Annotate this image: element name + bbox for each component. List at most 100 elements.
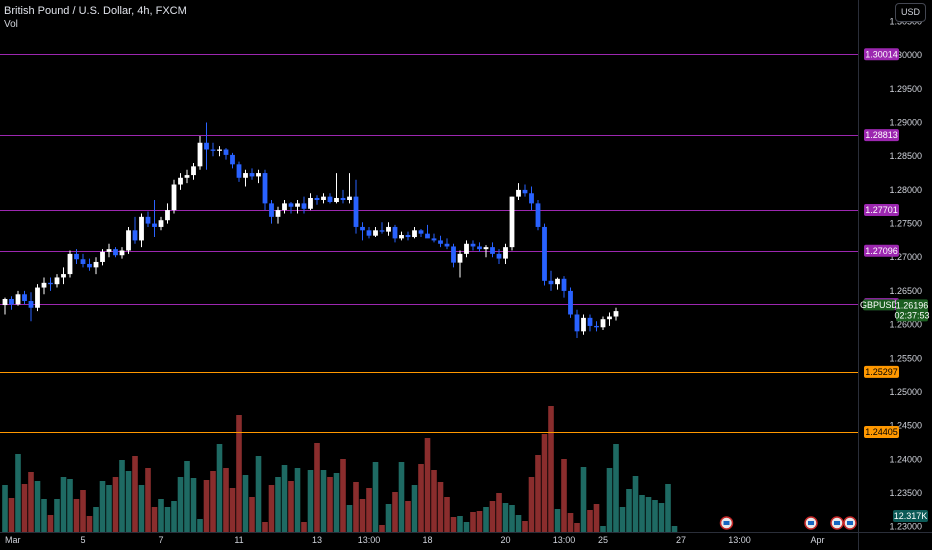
candle-body xyxy=(483,247,489,250)
candle-body xyxy=(594,325,599,328)
candle-body xyxy=(574,314,580,332)
volume-bar xyxy=(548,406,554,532)
volume-bar xyxy=(359,499,366,532)
candle-body xyxy=(360,226,365,231)
volume-bar xyxy=(73,499,80,532)
y-tick-label: 1.28500 xyxy=(889,151,922,161)
candle-body xyxy=(217,149,222,151)
volume-bar xyxy=(119,460,125,532)
price-level-tag-text: 1.24405 xyxy=(865,427,898,437)
candle-body xyxy=(418,230,424,234)
candle-body xyxy=(542,226,547,281)
volume-bar xyxy=(229,488,236,532)
volume-bar xyxy=(307,470,314,532)
candle-body xyxy=(132,230,138,241)
volume-bar xyxy=(528,477,535,532)
candle-body xyxy=(444,243,450,247)
volume-bar xyxy=(47,515,54,532)
volume-bar xyxy=(567,513,574,532)
volume-bar xyxy=(561,459,567,532)
candle-body xyxy=(392,226,398,239)
volume-indicator-label[interactable]: Vol xyxy=(4,19,18,30)
volume-bar xyxy=(210,471,216,532)
candle-body xyxy=(340,197,346,201)
event-flag-icon xyxy=(847,521,853,525)
volume-tag xyxy=(893,510,928,522)
volume-bar xyxy=(645,497,652,532)
currency-button[interactable]: USD xyxy=(895,3,926,22)
candle-body xyxy=(457,253,463,263)
candle-body xyxy=(535,203,541,227)
volume-bar xyxy=(249,497,255,532)
candle-body xyxy=(236,164,242,178)
volume-bar xyxy=(80,490,86,532)
volume-bar xyxy=(554,509,561,532)
candle-body xyxy=(197,142,203,167)
candle-body xyxy=(28,301,34,308)
volume-bar xyxy=(320,470,327,532)
price-level-tag-text: 1.27096 xyxy=(865,246,898,256)
y-tick-label: 1.26000 xyxy=(889,320,922,330)
candle-body xyxy=(256,173,261,177)
candle-body xyxy=(74,253,79,260)
volume-bar xyxy=(489,501,496,532)
candle-body xyxy=(295,203,300,207)
volume-bar xyxy=(606,468,613,532)
price-level-tag xyxy=(864,48,899,61)
candle-body xyxy=(113,249,118,256)
candle-body xyxy=(334,197,339,203)
volume-bar xyxy=(580,467,587,532)
volume-bar xyxy=(86,516,93,532)
candle-body xyxy=(503,247,508,259)
candle-body xyxy=(93,261,99,268)
y-tick-label: 1.30000 xyxy=(889,50,922,60)
candle-body xyxy=(373,230,378,236)
volume-bar xyxy=(112,477,119,532)
candle-body xyxy=(321,196,326,201)
candle-body xyxy=(327,196,333,203)
volume-bar xyxy=(385,504,392,532)
candle-body xyxy=(48,282,53,285)
candle-body xyxy=(249,173,255,177)
volume-bar xyxy=(431,470,437,532)
candle-body xyxy=(22,294,27,302)
volume-bar xyxy=(8,498,15,532)
x-tick-label: 11 xyxy=(234,535,243,545)
candle-body xyxy=(529,193,534,204)
candle-body xyxy=(613,311,619,317)
volume-bar xyxy=(437,482,444,532)
volume-bar xyxy=(93,507,99,532)
volume-bar xyxy=(333,473,340,532)
price-level-tag xyxy=(864,244,899,257)
volume-bar xyxy=(177,477,184,532)
volume-bar xyxy=(151,507,158,532)
candle-body xyxy=(152,223,157,227)
candle-body xyxy=(425,233,430,239)
volume-bar xyxy=(125,471,132,532)
volume-bar xyxy=(216,444,223,532)
y-tick-label: 1.24000 xyxy=(889,454,922,464)
volume-bar xyxy=(197,519,203,532)
candle-body xyxy=(405,235,411,238)
volume-bar xyxy=(275,477,281,532)
volume-bar xyxy=(626,489,632,532)
volume-bar xyxy=(522,521,528,532)
volume-bar xyxy=(366,488,372,532)
candle-body xyxy=(516,189,521,197)
volume-bar xyxy=(145,468,151,532)
x-tick-label: 13:00 xyxy=(553,535,576,545)
candle-body xyxy=(431,238,437,241)
volume-bar xyxy=(314,443,320,532)
candle-body xyxy=(165,210,170,221)
volume-bar xyxy=(223,468,229,532)
volume-bar xyxy=(411,485,418,532)
volume-bar xyxy=(665,484,671,532)
candle-body xyxy=(399,235,404,239)
candle-body xyxy=(308,197,313,209)
volume-bar xyxy=(132,456,138,532)
candle-body xyxy=(490,247,495,254)
volume-bar xyxy=(164,507,171,532)
candle-body xyxy=(61,274,66,278)
volume-bar xyxy=(457,516,463,532)
